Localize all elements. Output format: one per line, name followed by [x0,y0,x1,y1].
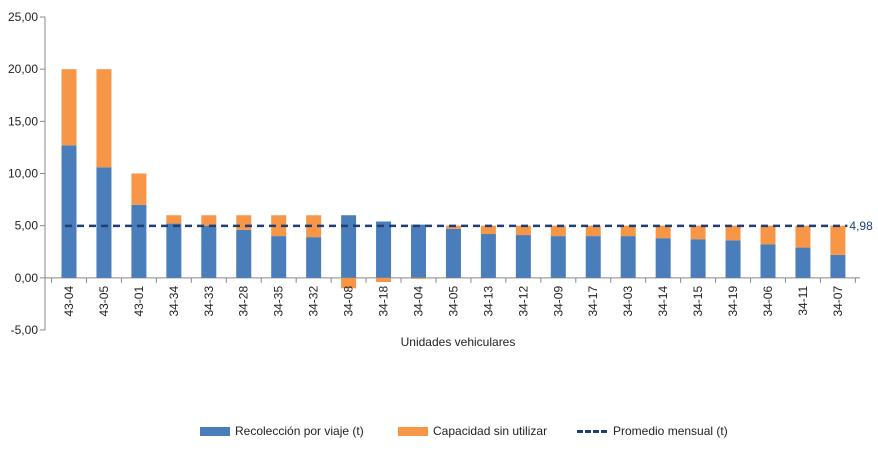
x-category-label: 34-35 [272,286,286,317]
legend-label-capacidad: Capacidad sin utilizar [433,424,548,438]
x-category-label: 34-03 [621,286,635,317]
legend-item-recoleccion: Recolección por viaje (t) [200,424,364,438]
bar-recoleccion [725,240,741,278]
x-category-label: 34-19 [726,286,740,317]
bar-recoleccion [131,204,147,278]
x-category-label: 34-12 [516,286,530,317]
y-tick-label: -5,00 [11,323,39,337]
bar-recoleccion [341,215,357,278]
y-tick-label: 15,00 [8,114,38,128]
x-category-label: 34-15 [691,286,705,317]
x-category-label: 34-04 [412,286,426,317]
x-category-label: 34-18 [377,286,391,317]
bar-capacidad [411,277,426,279]
bar-capacidad [96,69,112,168]
bar-recoleccion [166,223,182,278]
x-category-label: 34-06 [761,286,775,317]
bar-recoleccion [655,238,671,278]
x-category-label: 34-13 [481,286,495,317]
bar-recoleccion [690,239,706,278]
y-tick-label: 0,00 [15,271,39,285]
y-tick-label: 20,00 [8,62,38,76]
legend-item-promedio: Promedio mensual (t) [577,424,728,438]
bar-capacidad [236,215,252,230]
x-axis-title: Unidades vehiculares [401,335,516,349]
bar-recoleccion [306,237,322,278]
legend-swatch-recoleccion [200,426,230,436]
bar-recoleccion [830,254,846,278]
bar-recoleccion [585,236,601,278]
bar-recoleccion [411,224,426,278]
bar-recoleccion [760,244,776,278]
bar-capacidad [550,225,566,237]
y-tick-label: 10,00 [8,167,38,181]
bar-capacidad [341,277,357,289]
bar-capacidad [830,225,846,255]
bar-capacidad [515,225,531,236]
bar-capacidad [760,225,776,245]
average-value-label: 4,98 [849,219,873,233]
x-category-label: 34-17 [586,286,600,317]
legend-label-recoleccion: Recolección por viaje (t) [235,424,364,438]
bar-capacidad [480,225,496,235]
bar-recoleccion [620,236,636,278]
bar-recoleccion [236,229,252,278]
x-category-label: 34-32 [307,286,321,317]
bar-capacidad [61,69,77,146]
y-tick-label: 25,00 [8,10,38,24]
legend: Recolección por viaje (t) Capacidad sin … [0,424,878,444]
bar-recoleccion [201,225,217,278]
bar-capacidad [795,225,811,248]
bar-recoleccion [550,236,566,278]
bar-capacidad [376,277,392,283]
x-category-label: 43-05 [97,286,111,317]
bar-capacidad [131,173,147,205]
legend-label-promedio: Promedio mensual (t) [613,424,728,438]
x-category-label: 34-07 [831,286,845,317]
bar-recoleccion [376,221,392,278]
x-category-label: 43-01 [132,286,146,317]
legend-swatch-promedio [577,429,607,433]
bar-recoleccion [795,247,811,278]
legend-item-capacidad: Capacidad sin utilizar [398,424,547,438]
x-category-label: 34-14 [656,286,670,317]
legend-swatch-capacidad [398,426,428,436]
x-category-label: 34-05 [446,286,460,317]
x-category-label: 34-08 [342,286,356,317]
bar-recoleccion [271,236,287,278]
y-tick-label: 5,00 [15,219,39,233]
bar-capacidad [690,225,706,240]
x-category-label: 34-33 [202,286,216,317]
bar-capacidad [725,225,741,241]
bar-recoleccion [96,167,112,278]
x-category-label: 34-09 [551,286,565,317]
bar-capacidad [585,225,601,237]
bar-capacidad [445,225,461,229]
bar-capacidad [271,215,287,237]
bar-recoleccion [445,228,461,278]
bar-capacidad [306,215,322,238]
bar-capacidad [655,225,671,239]
x-category-label: 43-04 [62,286,76,317]
bar-recoleccion [480,234,496,278]
bar-recoleccion [515,235,531,278]
bar-capacidad [201,215,217,226]
bar-capacidad [620,225,636,237]
bar-recoleccion [61,145,77,278]
bar-capacidad [166,215,182,224]
x-category-label: 34-34 [167,286,181,317]
x-category-label: 34-28 [237,286,251,317]
x-category-label: 34-11 [796,286,810,316]
